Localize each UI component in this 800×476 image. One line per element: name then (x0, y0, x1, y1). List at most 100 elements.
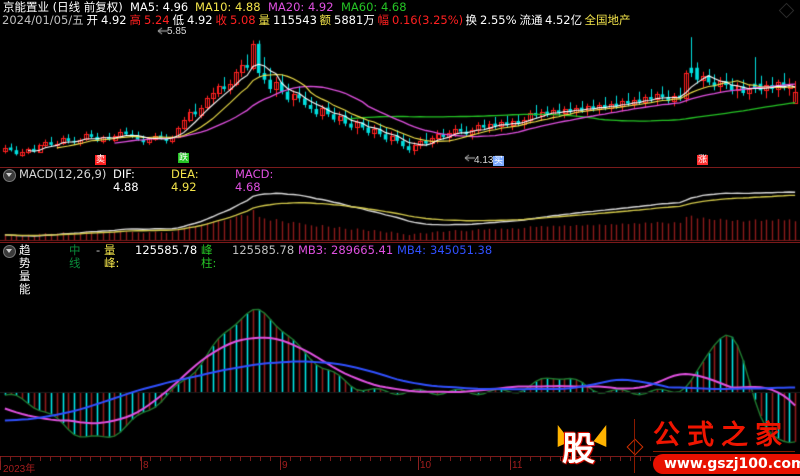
axis-minor-tick (360, 457, 361, 461)
voltrend-part-item: 289665.41 (331, 243, 394, 257)
header-line2-item: 流通 (519, 13, 543, 27)
macd-part-item: MACD(12,26,9) (19, 167, 107, 181)
axis-minor-tick (510, 457, 511, 461)
panel-divider-2 (0, 242, 800, 243)
panel-divider-1 (0, 167, 800, 168)
axis-minor-tick (170, 457, 171, 461)
axis-minor-tick (10, 457, 11, 461)
macd-panel[interactable] (0, 182, 800, 242)
axis-minor-tick (400, 457, 401, 461)
axis-minor-tick (340, 457, 341, 461)
axis-minor-tick (30, 457, 31, 461)
header-line2-item: 115543 (273, 13, 317, 27)
axis-minor-tick (90, 457, 91, 461)
header-line2-item: 额 (319, 13, 332, 27)
axis-minor-tick (600, 457, 601, 461)
axis-minor-tick (150, 457, 151, 461)
axis-minor-tick (60, 457, 61, 461)
axis-minor-tick (280, 457, 281, 461)
axis-minor-tick (0, 457, 1, 461)
axis-minor-tick (260, 457, 261, 461)
header-line2-item: 4.92 (187, 13, 213, 27)
signal-marker: 卖 (95, 155, 107, 165)
voltrend-part-item: MB4: (397, 243, 427, 257)
axis-minor-tick (160, 457, 161, 461)
axis-tick-label: 2023年 (3, 464, 36, 475)
axis-minor-tick (460, 457, 461, 461)
macd-indicator-header[interactable]: MACD(12,26,9)DIF: 4.88DEA: 4.92MACD: 4.6… (0, 167, 800, 194)
quote-header-line-1: 京能置业 (日线 前复权) MA5: 4.96 MA10: 4.88 MA20: 4.… (0, 1, 800, 14)
axis-minor-tick (370, 457, 371, 461)
axis-minor-tick (480, 457, 481, 461)
logo-diamond-icon (626, 438, 644, 456)
logo-name-text: 公式之家 (653, 420, 789, 451)
volume-trend-panel[interactable] (0, 262, 800, 456)
header-line2-item: 全国地产 (584, 13, 631, 27)
axis-minor-tick (220, 457, 221, 461)
axis-tick-label: 10 (420, 460, 432, 471)
axis-minor-tick (70, 457, 71, 461)
volume-trend-indicator-header[interactable]: 趋势量能中线-量峰:125585.78峰柱:125585.78MB3:28966… (0, 243, 800, 296)
axis-minor-tick (250, 457, 251, 461)
axis-minor-tick (230, 457, 231, 461)
x-axis: 2023年 8 9 10 11 (0, 456, 800, 476)
axis-minor-tick (550, 457, 551, 461)
dropdown-circle-icon[interactable] (3, 245, 16, 258)
header-line1-item: MA60: 4.68 (341, 0, 407, 14)
header-line2-item: 5881万 (334, 13, 375, 27)
signal-marker: 涨 (697, 155, 709, 165)
axis-minor-tick (470, 457, 471, 461)
axis-minor-tick (300, 457, 301, 461)
axis-minor-tick (210, 457, 211, 461)
header-line2-item: 4.92 (101, 13, 127, 27)
axis-minor-tick (610, 457, 611, 461)
axis-minor-tick (110, 457, 111, 461)
axis-minor-tick (540, 457, 541, 461)
axis-tick-label: 11 (512, 460, 523, 471)
header-line2-item: 收 (215, 13, 228, 27)
header-line2-item: 低 (172, 13, 185, 27)
axis-minor-tick (290, 457, 291, 461)
dropdown-circle-icon[interactable] (3, 169, 16, 182)
axis-minor-tick (410, 457, 411, 461)
quote-header-line-2: 2024/01/05/五开 4.92 高 5.24 低 4.92 收 5.08 量 115543 额… (0, 14, 800, 27)
price-candlestick-panel[interactable] (0, 27, 800, 167)
axis-minor-tick (270, 457, 271, 461)
axis-minor-tick (630, 457, 631, 461)
header-line2-item: 高 (129, 13, 142, 27)
axis-minor-tick (130, 457, 131, 461)
axis-minor-tick (310, 457, 311, 461)
axis-major-tick (510, 456, 511, 470)
axis-minor-tick (570, 457, 571, 461)
axis-minor-tick (380, 457, 381, 461)
axis-minor-tick (50, 457, 51, 461)
axis-minor-tick (590, 457, 591, 461)
axis-minor-tick (330, 457, 331, 461)
header-line2-item: 0.16(3.25%) (392, 13, 464, 27)
voltrend-part-item: - (96, 243, 101, 257)
voltrend-part-item: MB3: (298, 243, 328, 257)
header-line2-item: 4.52亿 (545, 13, 583, 27)
header-line2-item: 5.24 (144, 13, 170, 27)
axis-minor-tick (350, 457, 351, 461)
voltrend-part-item: 125585.78 (135, 243, 198, 257)
axis-minor-tick (490, 457, 491, 461)
header-line2-item: 2.55% (480, 13, 517, 27)
axis-minor-tick (120, 457, 121, 461)
axis-minor-tick (20, 457, 21, 461)
watermark-logo: 股 公式之家 www.gszj100.com (549, 417, 800, 475)
header-line2-item: 开 (86, 13, 99, 27)
header-line1-item: MA5: 4.96 (130, 0, 189, 14)
axis-minor-tick (520, 457, 521, 461)
logo-divider (634, 419, 635, 473)
axis-minor-tick (430, 457, 431, 461)
header-line2-item: 2024/01/05/五 (2, 13, 84, 27)
axis-minor-tick (320, 457, 321, 461)
axis-minor-tick (80, 457, 81, 461)
axis-minor-tick (500, 457, 501, 461)
voltrend-part-item: 345051.38 (430, 243, 493, 257)
axis-line (0, 456, 800, 457)
price-high-annotation: 5.85 (167, 26, 187, 37)
axis-minor-tick (450, 457, 451, 461)
